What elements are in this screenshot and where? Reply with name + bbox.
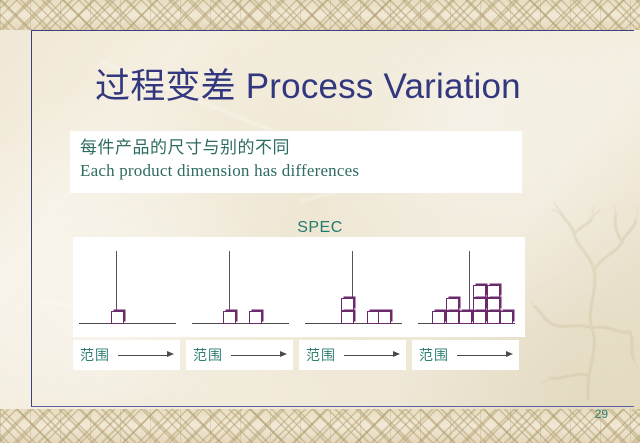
page-title-en: Process Variation	[245, 67, 521, 106]
histogram-unit-block	[473, 285, 486, 298]
range-label: 范围	[306, 348, 336, 364]
histogram-unit-block	[500, 311, 513, 324]
spec-limit-line	[229, 251, 231, 323]
ornamental-border-top	[0, 0, 640, 30]
range-label: 范围	[193, 348, 223, 364]
range-axis-3: 范围	[299, 340, 406, 370]
histogram-unit-block	[249, 311, 262, 324]
histogram-unit-block	[473, 298, 486, 311]
range-axis-2: 范围	[186, 340, 293, 370]
spec-limit-line	[116, 251, 118, 323]
panel-3	[299, 237, 412, 337]
panel-2	[186, 237, 299, 337]
histogram-unit-block	[341, 311, 354, 324]
spec-limit-line	[469, 251, 471, 323]
range-label: 范围	[80, 348, 110, 364]
histogram-unit-block	[432, 311, 445, 324]
histogram-unit-block	[487, 311, 500, 324]
range-axis-4: 范围	[412, 340, 519, 370]
histogram-unit-block	[378, 311, 391, 324]
histogram-unit-block	[223, 311, 236, 324]
panel-4	[412, 237, 525, 337]
ornamental-border-bottom	[0, 409, 640, 443]
page-title: 过程变差 Process Variation	[95, 68, 521, 106]
page-number: 29	[594, 407, 608, 421]
range-arrow-icon	[457, 350, 513, 360]
histogram-unit-block	[111, 311, 124, 324]
subtitle-box: 每件产品的尺寸与别的不同 Each product dimension has …	[70, 131, 522, 193]
histogram-unit-block	[446, 298, 459, 311]
histogram-unit-block	[487, 285, 500, 298]
variation-chart	[73, 237, 525, 337]
range-axis-1: 范围	[73, 340, 180, 370]
histogram-unit-block	[459, 311, 472, 324]
histogram-unit-block	[446, 311, 459, 324]
panel-1	[73, 237, 186, 337]
branch-watermark-icon	[530, 201, 639, 400]
range-label: 范围	[419, 348, 449, 364]
spec-limit-line	[352, 251, 354, 323]
spec-label: SPEC	[297, 219, 343, 236]
subtitle-en: Each product dimension has differences	[80, 160, 360, 180]
range-arrow-icon	[118, 350, 174, 360]
panel-baseline	[192, 322, 289, 324]
histogram-unit-block	[473, 311, 486, 324]
panel-baseline	[79, 322, 176, 324]
range-arrow-icon	[344, 350, 400, 360]
subtitle-cn: 每件产品的尺寸与别的不同	[80, 138, 290, 158]
range-arrow-icon	[231, 350, 287, 360]
histogram-unit-block	[341, 298, 354, 311]
histogram-unit-block	[487, 298, 500, 311]
page-title-cn: 过程变差	[95, 67, 236, 107]
